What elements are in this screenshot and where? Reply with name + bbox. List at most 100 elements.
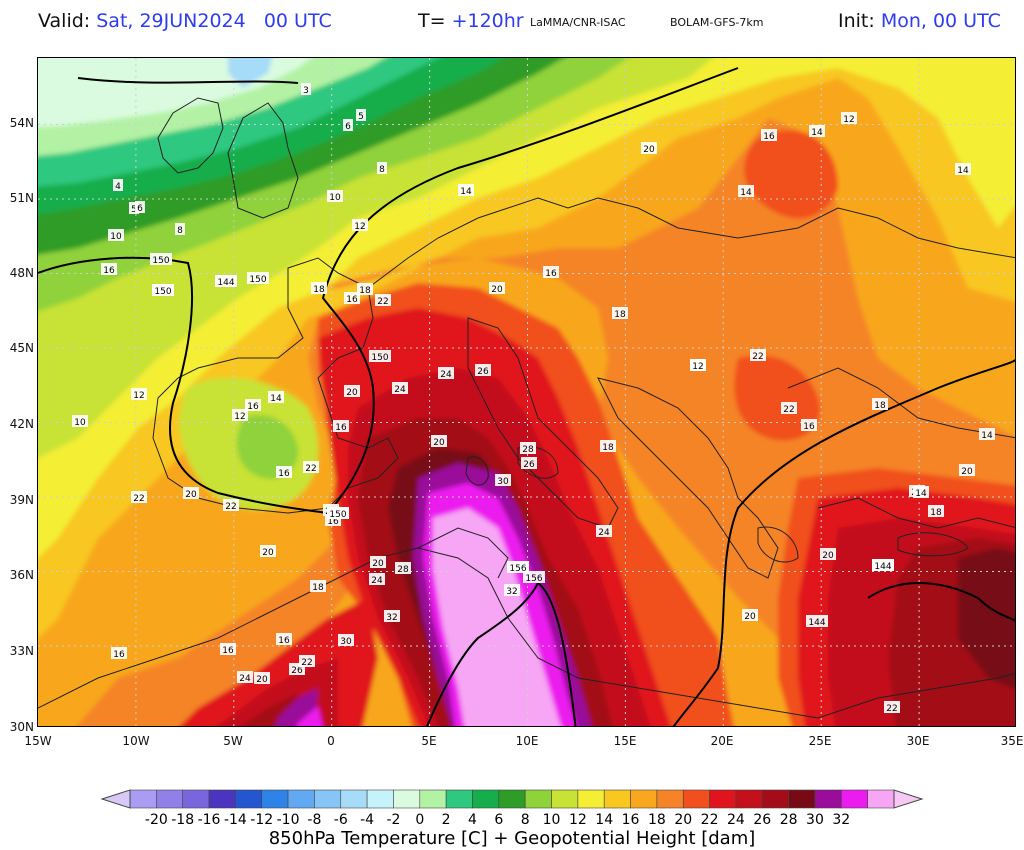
lon-label: 25E bbox=[808, 734, 832, 748]
value-label: 144 bbox=[808, 618, 825, 628]
contour-label-bg bbox=[872, 559, 894, 571]
value-label-bg bbox=[113, 179, 123, 191]
value-label-bg bbox=[370, 556, 386, 568]
value-label-bg bbox=[392, 382, 408, 394]
colorbar-tick-label: -18 bbox=[171, 812, 195, 828]
value-label-bg bbox=[377, 162, 387, 174]
value-label-bg bbox=[301, 83, 311, 95]
value-label-bg bbox=[223, 499, 239, 511]
value-label-bg bbox=[369, 573, 385, 585]
contour-label-bg bbox=[215, 275, 237, 287]
value-label: 5 bbox=[131, 205, 137, 215]
value-label: 32 bbox=[386, 613, 397, 623]
colorbar-swatch bbox=[156, 789, 183, 809]
colorbar-swatch bbox=[208, 789, 236, 809]
value-label: 32 bbox=[506, 587, 517, 597]
value-label: 30 bbox=[497, 477, 509, 487]
colorbar-swatch bbox=[841, 789, 868, 809]
value-label: 18 bbox=[359, 286, 371, 296]
value-label: 150 bbox=[249, 275, 266, 285]
value-label-bg bbox=[523, 571, 545, 583]
value-label-bg bbox=[344, 385, 360, 397]
lead-label: T= bbox=[418, 10, 446, 32]
value-label: 16 bbox=[113, 650, 125, 660]
value-label-bg bbox=[475, 364, 491, 376]
colorbar-tick-label: 16 bbox=[621, 812, 640, 828]
colorbar-swatch bbox=[867, 789, 895, 809]
value-label-bg bbox=[276, 466, 292, 478]
colorbar-swatch bbox=[551, 789, 579, 809]
colorbar-tick-label: 0 bbox=[415, 812, 425, 828]
value-label: 20 bbox=[744, 612, 756, 622]
value-label: 18 bbox=[930, 508, 942, 518]
value-label-bg bbox=[150, 253, 172, 265]
lon-label: 15E bbox=[613, 734, 637, 748]
value-label-bg bbox=[101, 263, 117, 275]
value-label: 18 bbox=[312, 583, 324, 593]
colorbar-tick-label: 6 bbox=[494, 812, 504, 828]
value-label: 18 bbox=[874, 401, 886, 411]
value-label-bg bbox=[343, 119, 353, 131]
colorbar-swatch bbox=[498, 789, 526, 809]
lead-value: +120hr bbox=[451, 10, 524, 32]
graticule bbox=[38, 58, 1015, 726]
value-label: 20 bbox=[185, 490, 197, 500]
value-label-bg bbox=[183, 487, 199, 499]
value-label: 20 bbox=[346, 388, 358, 398]
colorbar-tick-label: -6 bbox=[333, 812, 348, 828]
value-label-bg bbox=[600, 440, 616, 452]
lat-label: 51N bbox=[9, 191, 34, 205]
value-label: 10 bbox=[74, 418, 86, 428]
value-label: 16 bbox=[803, 422, 815, 432]
valid-label: Valid: bbox=[38, 10, 91, 32]
value-label: 16 bbox=[278, 469, 290, 479]
value-label-bg bbox=[841, 112, 857, 124]
lon-label: 5E bbox=[421, 734, 437, 748]
colorbar-swatch bbox=[682, 789, 710, 809]
value-label: 20 bbox=[256, 675, 268, 685]
value-label-bg bbox=[72, 415, 88, 427]
colorbar-title: 850hPa Temperature [C] + Geopotential He… bbox=[268, 828, 756, 849]
valid-time: Valid: Sat, 29JUN2024 00 UTC bbox=[38, 10, 332, 32]
value-label-bg bbox=[928, 505, 944, 517]
value-label: 8 bbox=[379, 165, 385, 175]
value-label-bg bbox=[131, 388, 147, 400]
colorbar-swatch bbox=[814, 789, 842, 809]
value-label: 24 bbox=[371, 576, 383, 586]
value-label: 16 bbox=[335, 423, 347, 433]
colorbar-swatch bbox=[393, 789, 421, 809]
value-label: 14 bbox=[740, 188, 752, 198]
value-label: 16 bbox=[763, 132, 775, 142]
value-label: 16 bbox=[222, 646, 234, 656]
value-label-bg bbox=[690, 359, 706, 371]
value-label-bg bbox=[254, 672, 270, 684]
value-label-bg bbox=[438, 367, 454, 379]
value-label: 5 bbox=[358, 112, 364, 122]
value-label: 20 bbox=[262, 548, 274, 558]
value-label: 22 bbox=[133, 494, 144, 504]
value-label-bg bbox=[384, 610, 400, 622]
value-label: 16 bbox=[327, 517, 339, 527]
lat-label: 42N bbox=[9, 417, 34, 431]
value-label-bg bbox=[327, 190, 343, 202]
value-label-bg bbox=[809, 125, 825, 137]
value-label-bg bbox=[175, 223, 185, 235]
colorbar-tick-label: -20 bbox=[144, 812, 168, 828]
value-label: 12 bbox=[692, 362, 703, 372]
lon-label: 10E bbox=[515, 734, 539, 748]
colorbar-tick-label: -2 bbox=[386, 812, 401, 828]
value-label-bg bbox=[352, 219, 368, 231]
value-label: 6 bbox=[137, 204, 143, 214]
value-label: 28 bbox=[397, 565, 409, 575]
value-label-bg bbox=[521, 457, 537, 469]
value-label-bg bbox=[738, 185, 754, 197]
value-label-bg bbox=[237, 671, 253, 683]
value-label: 150 bbox=[371, 353, 388, 363]
contour-label: 144 bbox=[874, 562, 891, 572]
value-label: 14 bbox=[957, 166, 969, 176]
value-label-bg bbox=[872, 398, 888, 410]
value-label-bg bbox=[504, 584, 520, 596]
colorbar bbox=[100, 789, 924, 809]
value-label: 12 bbox=[133, 391, 144, 401]
